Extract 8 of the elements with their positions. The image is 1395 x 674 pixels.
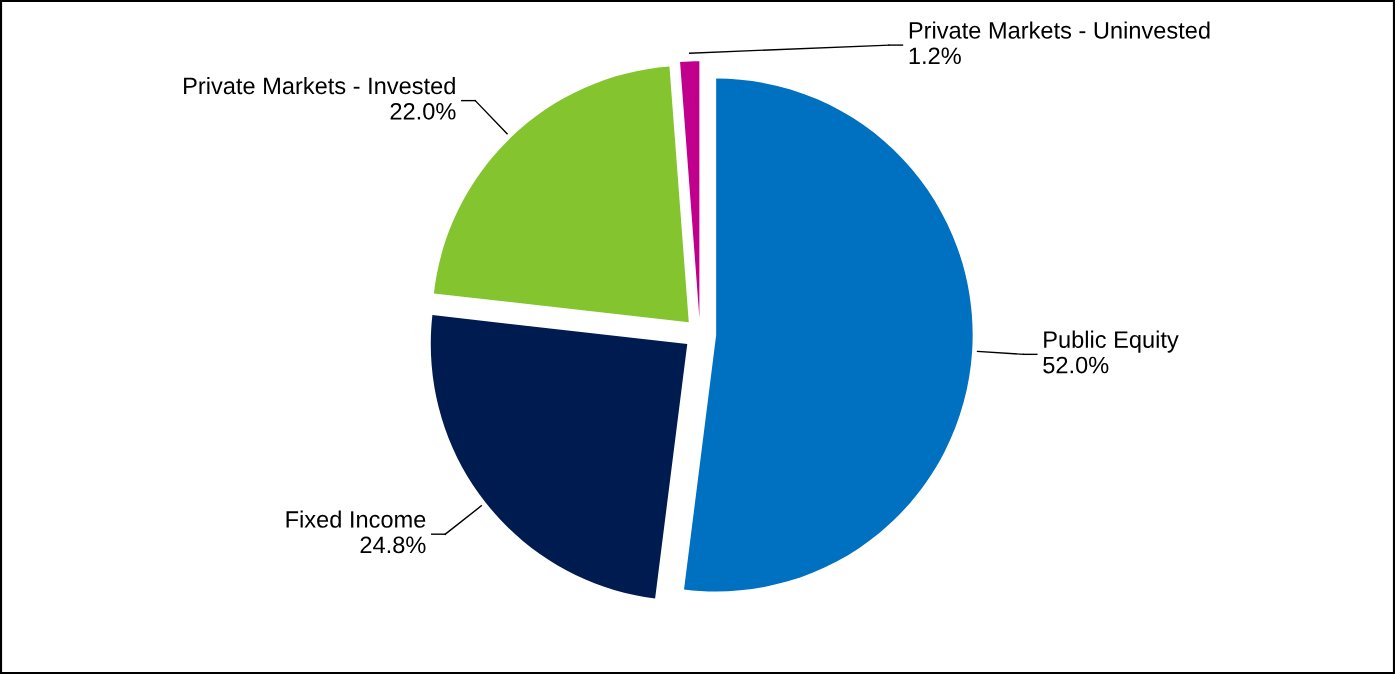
slice-label: Public Equity [1044, 330, 1179, 353]
slice-label: Fixed Income [286, 510, 426, 528]
data-label: 22.0% [390, 102, 456, 120]
data-label: 1.2% [909, 47, 961, 65]
data-label: 24.8% [360, 536, 426, 554]
slice-label: Private Markets - Invested [184, 76, 455, 95]
data-label: 52.0% [1043, 356, 1109, 374]
slice-label: Private Markets - Uninvested [909, 21, 1210, 39]
